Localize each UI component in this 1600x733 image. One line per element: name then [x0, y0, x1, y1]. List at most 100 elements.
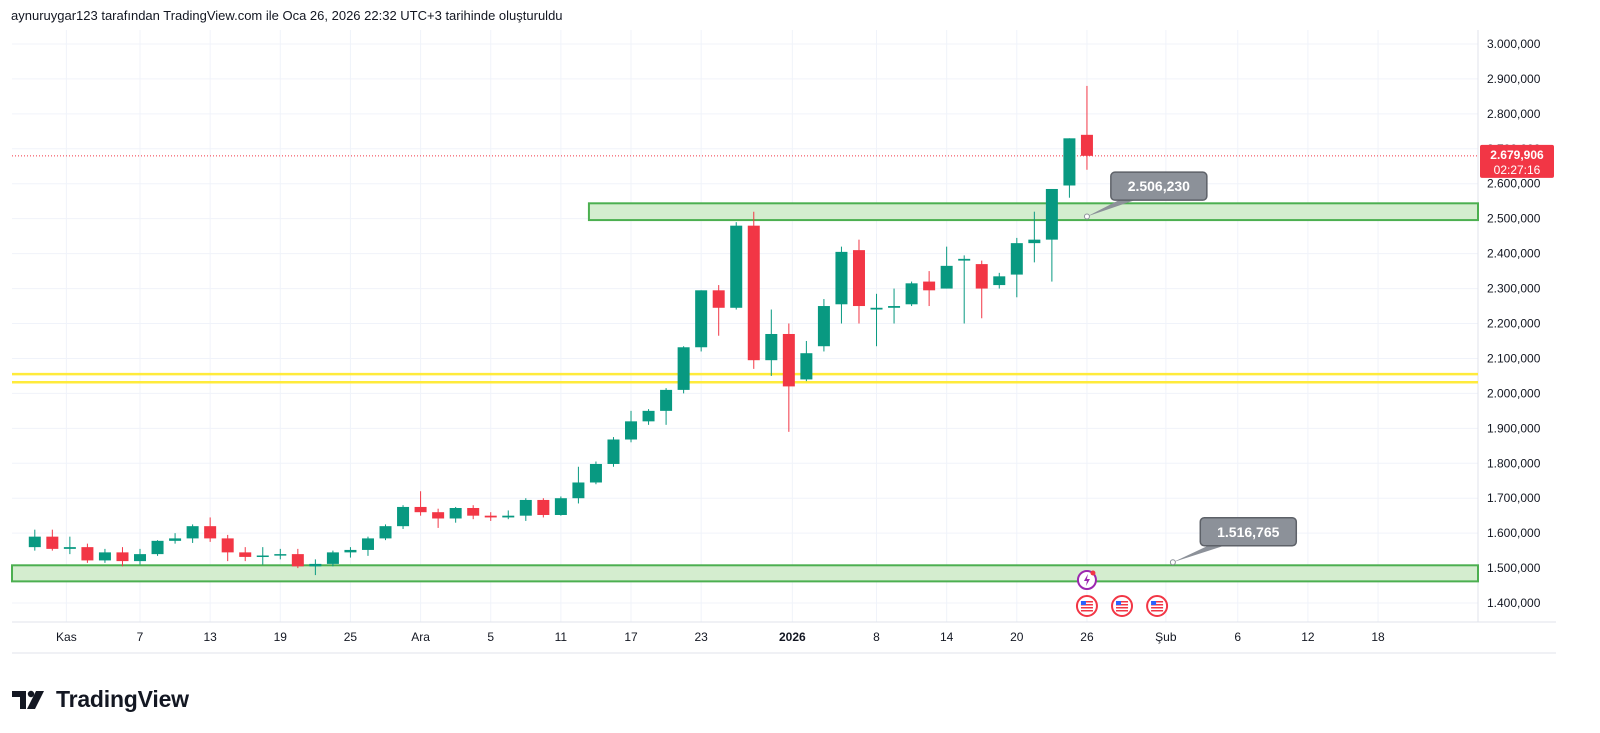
- candle[interactable]: [975, 260, 988, 319]
- callout-box: [1199, 517, 1298, 547]
- candle-body: [46, 536, 59, 549]
- candle[interactable]: [730, 222, 743, 310]
- candle[interactable]: [817, 299, 830, 352]
- us-flag-stripe: [1080, 607, 1093, 609]
- candle-body: [63, 547, 76, 549]
- candle-body: [309, 563, 322, 567]
- candle[interactable]: [625, 410, 638, 443]
- candle[interactable]: [484, 512, 497, 521]
- candle[interactable]: [940, 246, 953, 289]
- candle[interactable]: [554, 496, 567, 516]
- candle[interactable]: [852, 239, 865, 324]
- candle[interactable]: [291, 548, 304, 569]
- candle[interactable]: [835, 246, 848, 324]
- candle[interactable]: [1063, 138, 1076, 198]
- callout-pointer: [1086, 198, 1141, 217]
- candle[interactable]: [993, 272, 1006, 289]
- candle[interactable]: [747, 211, 760, 369]
- candle[interactable]: [1080, 85, 1093, 170]
- candle[interactable]: [782, 323, 795, 432]
- candle-body: [958, 258, 971, 261]
- candle[interactable]: [905, 281, 918, 307]
- callout-anchor: [1169, 559, 1176, 566]
- candle[interactable]: [186, 524, 199, 543]
- candle[interactable]: [642, 409, 655, 425]
- time-axis-label: 14: [940, 630, 954, 644]
- candle[interactable]: [1045, 188, 1058, 282]
- candle-body: [28, 536, 41, 548]
- candle[interactable]: [572, 466, 585, 504]
- candle-body: [239, 552, 252, 557]
- tradingview-logo[interactable]: TradingView: [12, 686, 189, 713]
- candle[interactable]: [46, 529, 59, 551]
- candle[interactable]: [1010, 237, 1023, 298]
- candle[interactable]: [589, 461, 602, 485]
- candle[interactable]: [256, 547, 269, 565]
- flash-icon[interactable]: [1076, 570, 1097, 590]
- candle[interactable]: [800, 340, 813, 382]
- candle-body: [397, 506, 410, 527]
- us-flag-canton: [1080, 601, 1086, 605]
- time-axis-label: 20: [1010, 630, 1024, 644]
- us-flag-stripe: [1116, 601, 1129, 603]
- candle[interactable]: [134, 548, 147, 565]
- candle[interactable]: [397, 505, 410, 529]
- candle[interactable]: [432, 508, 445, 528]
- us-flag-icon[interactable]: [1075, 595, 1098, 617]
- candle[interactable]: [151, 540, 164, 556]
- candle[interactable]: [98, 548, 111, 563]
- candle-body: [607, 439, 620, 464]
- candle[interactable]: [326, 550, 339, 567]
- candle[interactable]: [502, 510, 515, 520]
- us-flag-stripe: [1116, 610, 1129, 612]
- candle[interactable]: [361, 536, 374, 556]
- candle-body: [835, 251, 848, 305]
- candle[interactable]: [116, 547, 129, 567]
- candle[interactable]: [660, 388, 673, 425]
- candle[interactable]: [607, 437, 620, 467]
- candle[interactable]: [204, 517, 217, 542]
- candle[interactable]: [1028, 211, 1041, 263]
- candle[interactable]: [169, 533, 182, 544]
- time-axis-label: 5: [487, 630, 494, 644]
- candle[interactable]: [870, 293, 883, 347]
- candle[interactable]: [344, 547, 357, 558]
- us-flag-canton: [1151, 601, 1157, 605]
- candle[interactable]: [28, 529, 41, 551]
- price-callout-2[interactable]: 1.516,765: [1169, 517, 1298, 566]
- candle-body: [782, 333, 795, 387]
- candle[interactable]: [519, 498, 532, 521]
- candle[interactable]: [958, 255, 971, 324]
- candle[interactable]: [414, 491, 427, 516]
- candle[interactable]: [274, 548, 287, 560]
- us-flag-ring: [1146, 595, 1169, 617]
- candle[interactable]: [765, 309, 778, 376]
- candle[interactable]: [537, 498, 550, 518]
- price-callout-1[interactable]: 2.506,230: [1083, 171, 1208, 220]
- candle[interactable]: [449, 506, 462, 523]
- candle[interactable]: [467, 505, 480, 520]
- rectangle-zone-1[interactable]: [587, 202, 1479, 222]
- candle[interactable]: [309, 559, 322, 576]
- candle[interactable]: [695, 290, 708, 352]
- candle-body: [1045, 188, 1058, 240]
- us-flag-icon[interactable]: [1111, 595, 1134, 617]
- candle[interactable]: [221, 534, 234, 562]
- rectangle-zone-2[interactable]: [11, 564, 1479, 583]
- candle-body: [186, 526, 199, 539]
- candle[interactable]: [239, 547, 252, 562]
- us-flag-icon[interactable]: [1146, 595, 1169, 617]
- candle[interactable]: [677, 346, 690, 394]
- candle[interactable]: [888, 288, 901, 324]
- candle[interactable]: [379, 524, 392, 541]
- price-axis-label: 2.200,000: [1487, 317, 1541, 331]
- us-flag-stripe: [1151, 604, 1164, 606]
- candle-body: [361, 538, 374, 550]
- candle[interactable]: [923, 271, 936, 307]
- candle[interactable]: [712, 285, 725, 336]
- callout-box: [1110, 171, 1208, 201]
- price-axis-label: 2.000,000: [1487, 386, 1541, 400]
- candle[interactable]: [81, 543, 94, 563]
- candle[interactable]: [63, 536, 76, 555]
